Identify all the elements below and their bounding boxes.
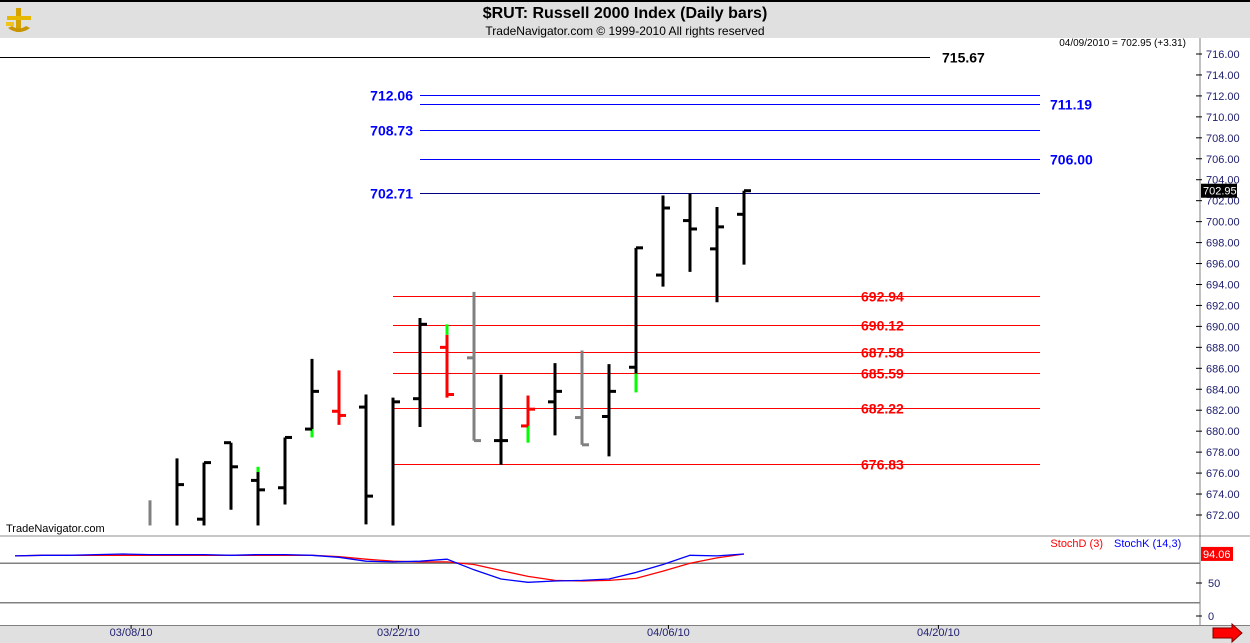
y-tick-label: 696.00	[1206, 259, 1240, 271]
last-price-marker	[1201, 183, 1237, 198]
trade-navigator-logo-icon	[6, 8, 31, 32]
y-tick-label: 688.00	[1206, 342, 1240, 354]
stoch-legend-k: StochK (14,3)	[1114, 538, 1181, 550]
y-tick-label: 708.00	[1206, 133, 1240, 145]
y-tick-label: 702.00	[1206, 196, 1240, 208]
y-tick-label: 674.00	[1206, 489, 1240, 501]
price-axis-panel	[1200, 38, 1250, 625]
stoch-series-line	[14, 553, 745, 583]
level-label: 715.67	[942, 50, 985, 66]
level-label: 712.06	[370, 88, 413, 104]
last-bar-info: 04/09/2010 = 702.95 (+3.31)	[1059, 38, 1186, 49]
chart-title: $RUT: Russell 2000 Index (Daily bars)	[482, 5, 768, 22]
y-tick-label: 678.00	[1206, 447, 1240, 459]
x-tick-label: 03/22/10	[377, 627, 420, 639]
level-label: 692.94	[861, 289, 904, 305]
y-tick-label: 686.00	[1206, 363, 1240, 375]
price-panel	[0, 38, 1200, 535]
stoch-legend-d: StochD (3)	[1050, 538, 1103, 550]
y-tick-label: 710.00	[1206, 112, 1240, 124]
level-label: 676.83	[861, 457, 904, 473]
stoch-last-label: 94.06	[1203, 549, 1231, 561]
y-tick-label: 698.00	[1206, 238, 1240, 250]
level-label: 687.58	[861, 345, 904, 361]
x-tick-label: 04/20/10	[917, 627, 960, 639]
y-tick-label: 684.00	[1206, 384, 1240, 396]
level-label: 702.71	[370, 186, 413, 202]
scroll-right-arrow-icon[interactable]	[1212, 622, 1243, 643]
stoch-last-marker	[1201, 546, 1233, 561]
y-tick-label: 712.00	[1206, 91, 1240, 103]
y-tick-label: 704.00	[1206, 175, 1240, 187]
level-label: 706.00	[1050, 152, 1093, 168]
y-tick-label: 714.00	[1206, 70, 1240, 82]
stoch-y-tick-label: 50	[1208, 578, 1220, 590]
level-label: 711.19	[1050, 97, 1092, 113]
watermark-text: TradeNavigator.com	[6, 523, 105, 535]
stoch-series-line	[14, 553, 745, 582]
y-tick-label: 700.00	[1206, 217, 1240, 229]
y-tick-label: 676.00	[1206, 468, 1240, 480]
y-tick-label: 680.00	[1206, 426, 1240, 438]
y-tick-label: 694.00	[1206, 279, 1240, 291]
level-label: 682.22	[861, 401, 904, 417]
chart-subtitle: TradeNavigator.com © 1999-2010 All right…	[485, 24, 765, 38]
y-tick-label: 706.00	[1206, 154, 1240, 166]
level-label: 685.59	[861, 366, 904, 382]
x-tick-label: 03/08/10	[110, 627, 153, 639]
y-tick-label: 690.00	[1206, 321, 1240, 333]
y-tick-label: 672.00	[1206, 510, 1240, 522]
y-tick-label: 692.00	[1206, 300, 1240, 312]
level-label: 708.73	[370, 123, 413, 139]
price-plot	[0, 57, 1040, 526]
y-tick-label: 682.00	[1206, 405, 1240, 417]
last-price-label: 702.95	[1203, 186, 1237, 198]
chart-header: $RUT: Russell 2000 Index (Daily bars) Tr…	[0, 0, 1250, 38]
stoch-y-tick-label: 0	[1208, 611, 1214, 623]
x-tick-label: 04/06/10	[647, 627, 690, 639]
y-tick-label: 716.00	[1206, 49, 1240, 61]
level-label: 690.12	[861, 318, 904, 334]
